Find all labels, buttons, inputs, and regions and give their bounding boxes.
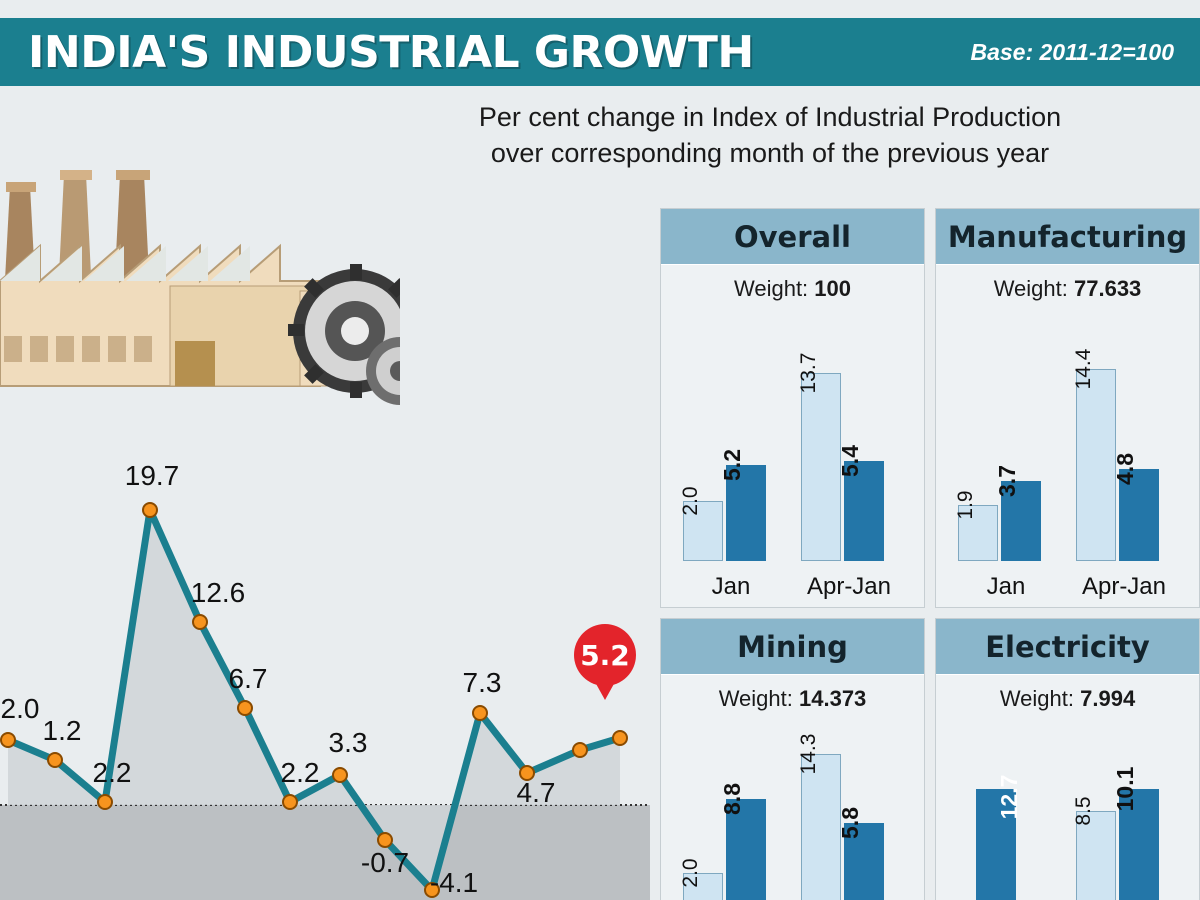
bar-aprjan-previous: 14.4 bbox=[1072, 349, 1116, 561]
weight-value: 14.373 bbox=[799, 686, 867, 711]
panel-mining-bars: 2.0 8.8 14.3 5.8 bbox=[661, 731, 924, 900]
subtitle: Per cent change in Index of Industrial P… bbox=[390, 100, 1150, 171]
panel-manufacturing-bars: 1.9 3.7 14.4 4.8 Jan Apr-Jan bbox=[936, 321, 1199, 607]
bar-jan-current: 8.8 bbox=[719, 783, 766, 900]
panel-manufacturing-weight: Weight: 77.633 bbox=[936, 265, 1199, 302]
base-note: Base: 2011-12=100 bbox=[970, 38, 1174, 65]
bar-aprjan-current: 4.8 bbox=[1112, 453, 1159, 561]
svg-text:1.2: 1.2 bbox=[43, 715, 82, 746]
bar-panels-grid: Overall Weight: 100 2.0 5.2 13.7 bbox=[660, 208, 1200, 900]
weight-label: Weight: bbox=[718, 686, 793, 711]
bar-value: 5.2 bbox=[719, 449, 745, 481]
bar-value: 5.8 bbox=[837, 807, 863, 839]
line-chart: 2.0 1.2 2.2 19.7 12.6 6.7 2.2 3.3 -0.7 -… bbox=[0, 460, 650, 900]
svg-text:12.6: 12.6 bbox=[191, 577, 246, 608]
bar-value: 8.8 bbox=[719, 783, 745, 815]
bar-group-apr-jan: 8.5 10.1 bbox=[1072, 767, 1159, 900]
panel-manufacturing-header: Manufacturing bbox=[936, 209, 1199, 265]
subtitle-line-2: over corresponding month of the previous… bbox=[490, 137, 1050, 168]
bar-group-apr-jan: 14.3 5.8 bbox=[797, 734, 884, 900]
panel-overall-bars: 2.0 5.2 13.7 5.4 Jan Apr-Jan bbox=[661, 321, 924, 607]
panel-mining-header: Mining bbox=[661, 619, 924, 675]
panel-overall-header: Overall bbox=[661, 209, 924, 265]
subtitle-line-1: Per cent change in Index of Industrial P… bbox=[478, 102, 1062, 132]
bar-value: 14.3 bbox=[797, 733, 820, 775]
bar-jan-current: 5.2 bbox=[719, 449, 766, 561]
bar-value: 2.0 bbox=[679, 858, 702, 888]
weight-label: Weight: bbox=[999, 686, 1074, 711]
negative-band bbox=[0, 805, 650, 900]
bar-value: 14.4 bbox=[1072, 348, 1095, 390]
bar-value: 10.1 bbox=[1112, 766, 1138, 812]
bar-aprjan-previous: 8.5 bbox=[1072, 796, 1116, 900]
svg-text:7.3: 7.3 bbox=[463, 667, 502, 698]
panel-overall: Overall Weight: 100 2.0 5.2 13.7 bbox=[660, 208, 925, 608]
svg-text:2.2: 2.2 bbox=[281, 757, 320, 788]
panel-electricity-title: Electricity bbox=[985, 629, 1150, 664]
panel-mining-title: Mining bbox=[737, 629, 848, 664]
bar-aprjan-previous: 14.3 bbox=[797, 734, 841, 900]
svg-text:3.3: 3.3 bbox=[329, 727, 368, 758]
bar-group-apr-jan: 13.7 5.4 bbox=[797, 353, 884, 561]
bar-aprjan-previous: 13.7 bbox=[797, 353, 841, 561]
bar-jan-previous: 1.9 bbox=[954, 490, 998, 561]
page-title: INDIA'S INDUSTRIAL GROWTH bbox=[28, 26, 754, 78]
line-markers bbox=[0, 502, 628, 898]
bar-aprjan-current: 10.1 bbox=[1112, 767, 1159, 900]
weight-value: 100 bbox=[814, 276, 852, 301]
svg-text:6.7: 6.7 bbox=[229, 663, 268, 694]
svg-text:4.7: 4.7 bbox=[517, 777, 556, 808]
bar-group-jan: 1.9 3.7 bbox=[954, 465, 1041, 561]
panel-mining: Mining Weight: 14.373 2.0 8.8 14.3 bbox=[660, 618, 925, 900]
bar-aprjan-current: 5.8 bbox=[837, 807, 884, 900]
bar-value: 5.4 bbox=[837, 445, 863, 477]
weight-value: 77.633 bbox=[1074, 276, 1142, 301]
panel-overall-title: Overall bbox=[734, 219, 851, 254]
panel-manufacturing-title: Manufacturing bbox=[947, 219, 1188, 254]
bar-value: 12.7 bbox=[996, 774, 1022, 820]
bar-value: 3.7 bbox=[994, 465, 1020, 497]
bar-jan-current: 3.7 bbox=[994, 465, 1041, 561]
weight-label: Weight: bbox=[733, 276, 809, 301]
bar-group-jan: 12.7 bbox=[976, 775, 1022, 900]
panel-overall-weight: Weight: 100 bbox=[661, 265, 924, 302]
bar-group-jan: 2.0 8.8 bbox=[679, 783, 766, 900]
small-gear-icon bbox=[366, 337, 400, 405]
panel-manufacturing: Manufacturing Weight: 77.633 1.9 3.7 14.… bbox=[935, 208, 1200, 608]
bar-jan-previous: 2.0 bbox=[679, 486, 723, 561]
line-series bbox=[4, 506, 624, 894]
callout-value: 5.2 bbox=[580, 638, 630, 672]
bar-value: 1.9 bbox=[954, 490, 977, 520]
axis-label-apr-jan: Apr-Jan bbox=[806, 573, 892, 600]
panel-electricity-bars: 12.7 8.5 10.1 bbox=[936, 731, 1199, 900]
factory-illustration bbox=[0, 170, 400, 405]
panel-electricity: Electricity Weight: 7.994 12.7 8.5 10.1 bbox=[935, 618, 1200, 900]
svg-text:19.7: 19.7 bbox=[125, 460, 180, 491]
bar-group-apr-jan: 14.4 4.8 bbox=[1072, 349, 1159, 561]
svg-text:-0.7: -0.7 bbox=[361, 847, 409, 878]
header-bar: INDIA'S INDUSTRIAL GROWTH Base: 2011-12=… bbox=[0, 18, 1200, 86]
axis-label-jan: Jan bbox=[986, 573, 1026, 600]
bar-jan-current: 12.7 bbox=[976, 775, 1022, 900]
panel-mining-weight: Weight: 14.373 bbox=[661, 675, 924, 712]
panel-electricity-weight: Weight: 7.994 bbox=[936, 675, 1199, 712]
weight-label: Weight: bbox=[993, 276, 1068, 301]
weight-value: 7.994 bbox=[1080, 686, 1136, 711]
bar-group-jan: 2.0 5.2 bbox=[679, 449, 766, 561]
panel-electricity-header: Electricity bbox=[936, 619, 1199, 675]
bar-value: 2.0 bbox=[679, 486, 702, 516]
bar-jan-previous: 2.0 bbox=[679, 858, 723, 900]
bar-value: 4.8 bbox=[1112, 453, 1138, 485]
callout-badge: 5.2 bbox=[574, 624, 636, 686]
axis-label-apr-jan: Apr-Jan bbox=[1081, 573, 1167, 600]
svg-text:2.0: 2.0 bbox=[1, 693, 40, 724]
line-data-labels: 2.0 1.2 2.2 19.7 12.6 6.7 2.2 3.3 -0.7 -… bbox=[1, 460, 556, 898]
axis-label-jan: Jan bbox=[711, 573, 751, 600]
svg-text:-4.1: -4.1 bbox=[430, 867, 478, 898]
bar-value: 13.7 bbox=[797, 352, 820, 394]
bar-value: 8.5 bbox=[1072, 796, 1095, 826]
bar-aprjan-current: 5.4 bbox=[837, 445, 884, 561]
line-area-fill bbox=[8, 510, 620, 890]
svg-text:2.2: 2.2 bbox=[93, 757, 132, 788]
